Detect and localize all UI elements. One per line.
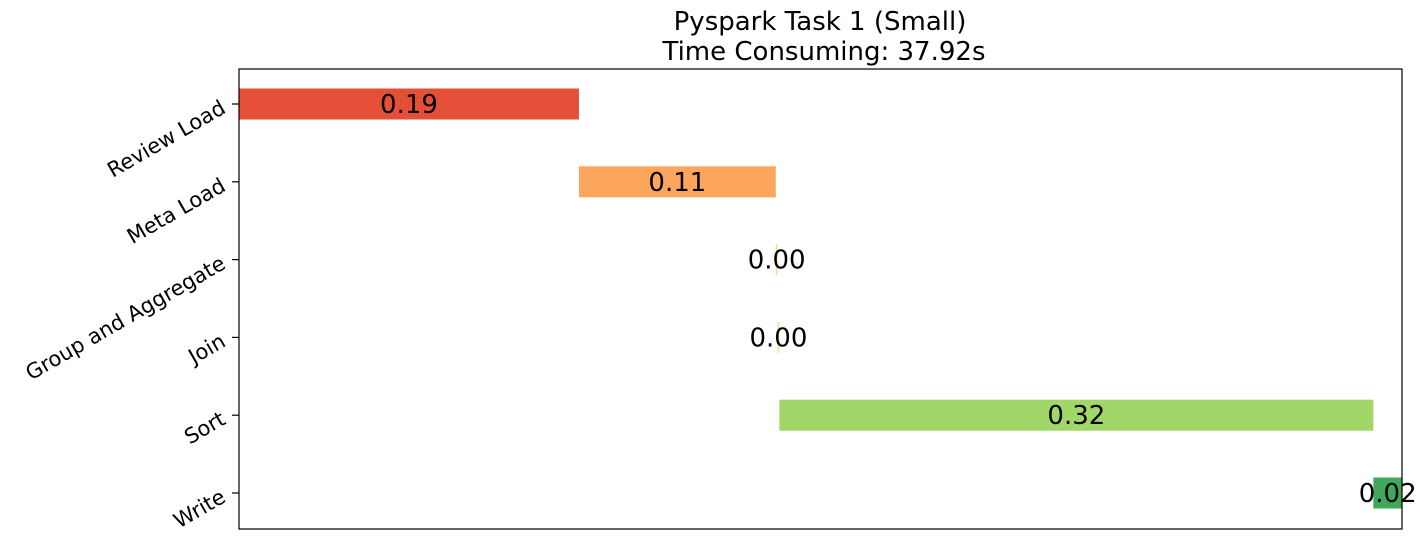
y-tick-label: Meta Load [123,173,230,248]
y-tick-label: Review Load [103,96,229,183]
bar [775,244,778,276]
bar-value-label: 0.00 [748,246,806,276]
bar-value-label: 0.00 [750,323,808,353]
y-tick-label: Sort [180,407,229,449]
bar [578,166,776,198]
chart-title-line2: Time Consuming: 37.92s [662,37,986,67]
bar [777,321,780,353]
y-tick-label: Join [183,329,230,370]
bar-value-label: 0.02 [1359,479,1417,509]
y-tick-label: Write [169,485,229,534]
bar-value-label: 0.11 [648,168,706,198]
bar [1373,477,1402,509]
bar [779,399,1374,431]
chart-title-line1: Pyspark Task 1 (Small) [674,7,967,37]
bars-group: 0.19 0.11 0.00 0.00 0.32 0.02 [239,88,1417,509]
bar-value-label: 0.19 [380,90,438,120]
bar [239,88,579,120]
plot-area-frame [238,68,1403,530]
bar-value-label: 0.32 [1047,401,1105,431]
